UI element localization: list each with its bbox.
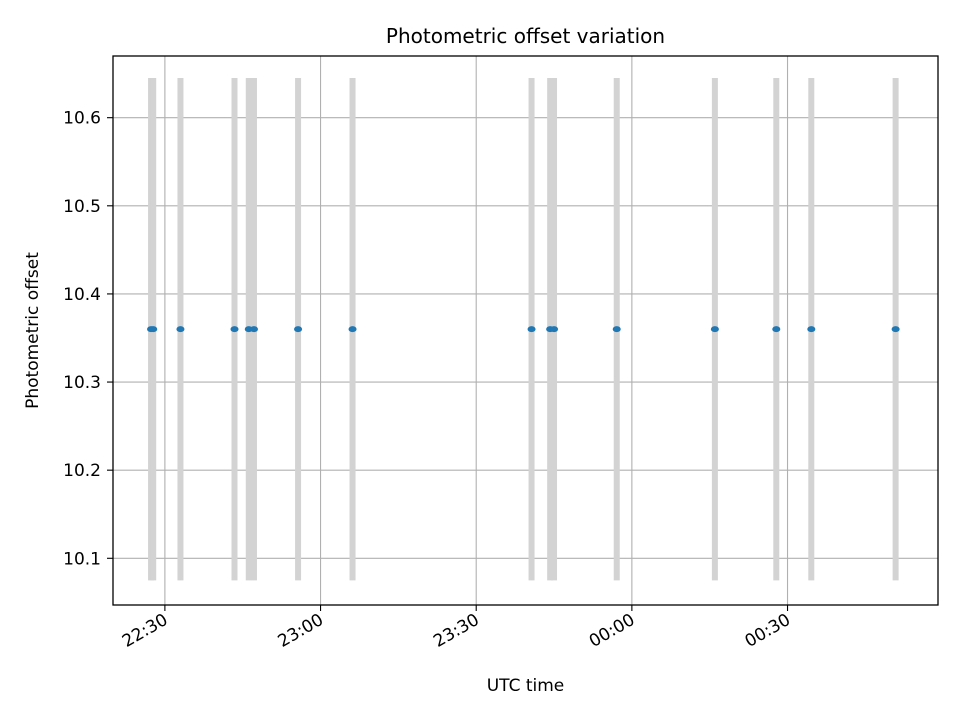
data-point bbox=[348, 326, 357, 333]
data-point bbox=[612, 326, 621, 333]
y-tick-label: 10.3 bbox=[63, 373, 101, 393]
error-bars bbox=[148, 78, 899, 581]
data-point bbox=[710, 326, 719, 333]
x-tick-label: 22:30 bbox=[119, 610, 171, 652]
y-tick-label: 10.4 bbox=[63, 285, 101, 305]
data-point bbox=[891, 326, 900, 333]
x-axis-ticks: 22:30 23:00 23:30 00:00 00:30 bbox=[119, 605, 794, 652]
data-point bbox=[772, 326, 781, 333]
y-tick-label: 10.6 bbox=[63, 109, 101, 129]
data-point bbox=[807, 326, 816, 333]
x-tick-label: 00:30 bbox=[742, 610, 794, 652]
data-point bbox=[527, 326, 536, 333]
data-point bbox=[249, 326, 258, 333]
data-point bbox=[149, 326, 158, 333]
x-tick-label: 23:30 bbox=[430, 610, 482, 652]
x-tick-label: 23:00 bbox=[275, 610, 327, 652]
data-point bbox=[294, 326, 303, 333]
x-tick-label: 00:00 bbox=[586, 610, 638, 652]
data-point bbox=[230, 326, 239, 333]
y-tick-label: 10.5 bbox=[63, 197, 101, 217]
data-point bbox=[176, 326, 185, 333]
y-tick-label: 10.1 bbox=[63, 549, 101, 569]
y-tick-label: 10.2 bbox=[63, 461, 101, 481]
y-axis-ticks: 10.1 10.2 10.3 10.4 10.5 10.6 bbox=[63, 109, 113, 569]
x-axis-title: UTC time bbox=[487, 676, 565, 696]
chart-title: Photometric offset variation bbox=[386, 24, 665, 48]
data-points bbox=[147, 326, 900, 333]
data-point bbox=[550, 326, 559, 333]
plot-frame bbox=[112, 55, 939, 606]
y-axis-title: Photometric offset bbox=[23, 252, 43, 409]
